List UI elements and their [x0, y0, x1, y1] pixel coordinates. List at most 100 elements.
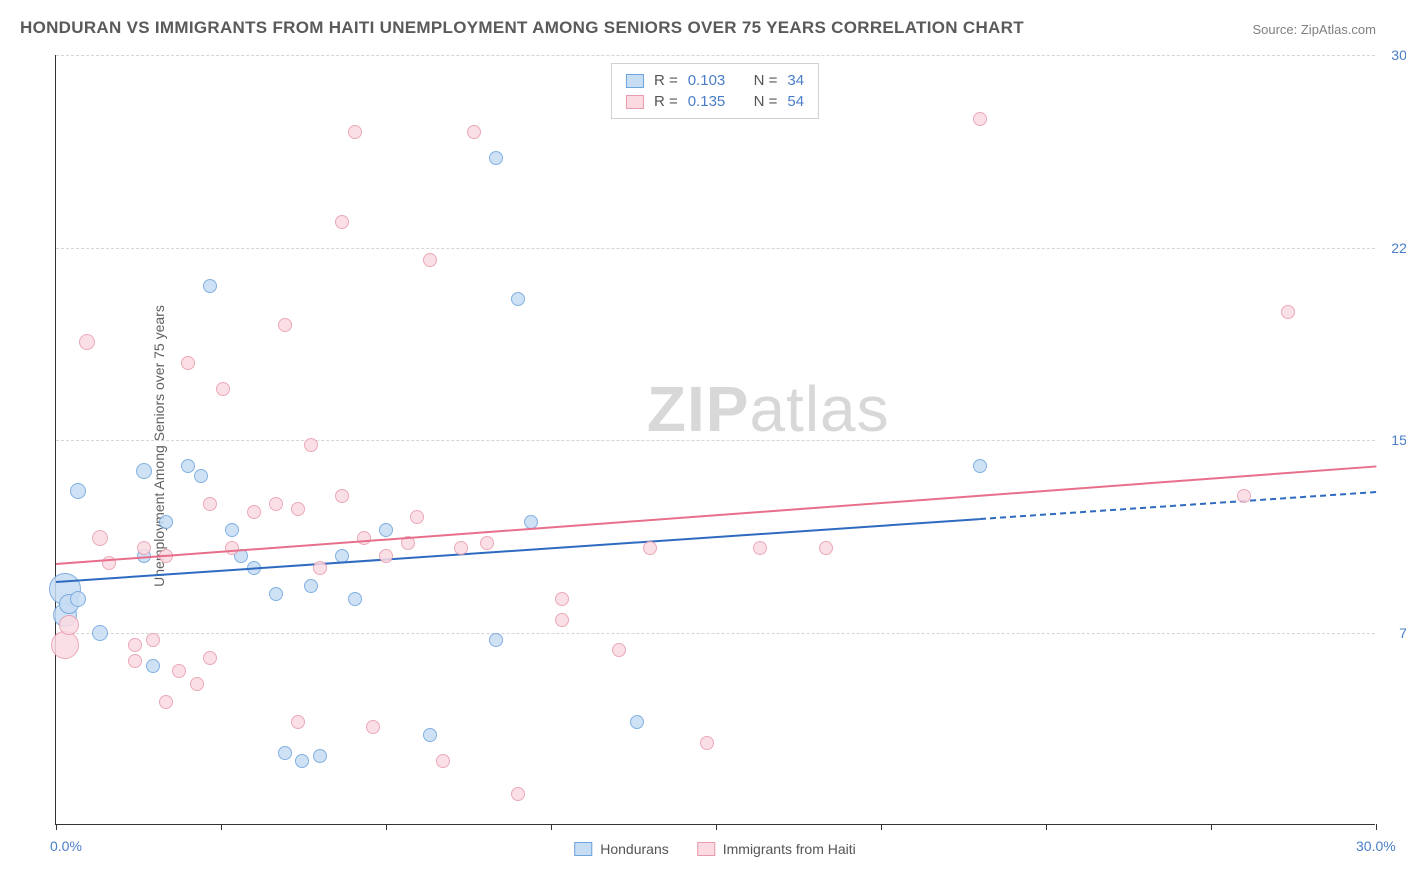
data-point [643, 541, 657, 555]
data-point [612, 643, 626, 657]
data-point [269, 587, 283, 601]
legend-swatch [574, 842, 592, 856]
data-point [335, 489, 349, 503]
data-point [269, 497, 283, 511]
data-point [203, 651, 217, 665]
data-point [423, 728, 437, 742]
legend-swatch [626, 95, 644, 109]
y-tick-label: 7.5% [1399, 625, 1406, 641]
y-tick-label: 15.0% [1391, 432, 1406, 448]
x-tick [1376, 824, 1377, 830]
data-point [181, 356, 195, 370]
data-point [278, 746, 292, 760]
gridline [56, 55, 1375, 56]
r-label: R = [654, 93, 678, 110]
n-label: N = [754, 93, 778, 110]
data-point [480, 536, 494, 550]
gridline [56, 440, 1375, 441]
data-point [973, 459, 987, 473]
x-tick-label: 0.0% [50, 838, 82, 854]
chart-area: ZIPatlas 7.5%15.0%22.5%30.0%0.0%30.0% R … [55, 55, 1375, 825]
data-point [194, 469, 208, 483]
data-point [489, 633, 503, 647]
source-link[interactable]: ZipAtlas.com [1301, 22, 1376, 37]
gridline [56, 633, 1375, 634]
data-point [225, 523, 239, 537]
x-tick [386, 824, 387, 830]
data-point [137, 541, 151, 555]
r-value: 0.103 [688, 72, 726, 89]
data-point [159, 515, 173, 529]
data-point [436, 754, 450, 768]
data-point [128, 638, 142, 652]
watermark: ZIPatlas [647, 372, 890, 446]
x-tick [1211, 824, 1212, 830]
data-point [146, 659, 160, 673]
data-point [467, 125, 481, 139]
data-point [216, 382, 230, 396]
x-tick [1046, 824, 1047, 830]
n-label: N = [754, 72, 778, 89]
data-point [203, 279, 217, 293]
data-point [70, 483, 86, 499]
data-point [295, 754, 309, 768]
data-point [454, 541, 468, 555]
legend-series-item: Immigrants from Haiti [697, 841, 856, 857]
data-point [247, 505, 261, 519]
n-value: 54 [787, 93, 804, 110]
data-point [366, 720, 380, 734]
chart-title: HONDURAN VS IMMIGRANTS FROM HAITI UNEMPL… [20, 18, 1024, 38]
data-point [348, 125, 362, 139]
data-point [819, 541, 833, 555]
legend-stat-row: R = 0.103 N = 34 [626, 70, 804, 91]
data-point [379, 549, 393, 563]
data-point [313, 561, 327, 575]
data-point [630, 715, 644, 729]
gridline [56, 248, 1375, 249]
data-point [181, 459, 195, 473]
x-tick-label: 30.0% [1356, 838, 1396, 854]
data-point [128, 654, 142, 668]
data-point [291, 715, 305, 729]
data-point [92, 530, 108, 546]
watermark-atlas: atlas [749, 373, 889, 445]
data-point [146, 633, 160, 647]
data-point [159, 695, 173, 709]
legend-series-label: Immigrants from Haiti [723, 841, 856, 857]
data-point [92, 625, 108, 641]
watermark-zip: ZIP [647, 373, 750, 445]
data-point [304, 438, 318, 452]
data-point [225, 541, 239, 555]
data-point [1281, 305, 1295, 319]
scatter-plot: ZIPatlas 7.5%15.0%22.5%30.0%0.0%30.0% [55, 55, 1375, 825]
data-point [511, 292, 525, 306]
data-point [410, 510, 424, 524]
data-point [379, 523, 393, 537]
x-tick [551, 824, 552, 830]
data-point [304, 579, 318, 593]
source-attribution: Source: ZipAtlas.com [1252, 22, 1376, 37]
data-point [973, 112, 987, 126]
n-value: 34 [787, 72, 804, 89]
legend-stat-row: R = 0.135 N = 54 [626, 91, 804, 112]
data-point [70, 591, 86, 607]
legend-series-label: Hondurans [600, 841, 669, 857]
data-point [278, 318, 292, 332]
x-tick [56, 824, 57, 830]
data-point [291, 502, 305, 516]
data-point [511, 787, 525, 801]
data-point [59, 615, 79, 635]
trend-line-extrapolated [980, 491, 1376, 520]
legend-correlation-stats: R = 0.103 N = 34R = 0.135 N = 54 [611, 63, 819, 119]
data-point [313, 749, 327, 763]
r-label: R = [654, 72, 678, 89]
y-tick-label: 22.5% [1391, 240, 1406, 256]
source-prefix: Source: [1252, 22, 1300, 37]
data-point [335, 215, 349, 229]
x-tick [716, 824, 717, 830]
data-point [348, 592, 362, 606]
y-tick-label: 30.0% [1391, 47, 1406, 63]
data-point [489, 151, 503, 165]
r-value: 0.135 [688, 93, 726, 110]
data-point [555, 613, 569, 627]
